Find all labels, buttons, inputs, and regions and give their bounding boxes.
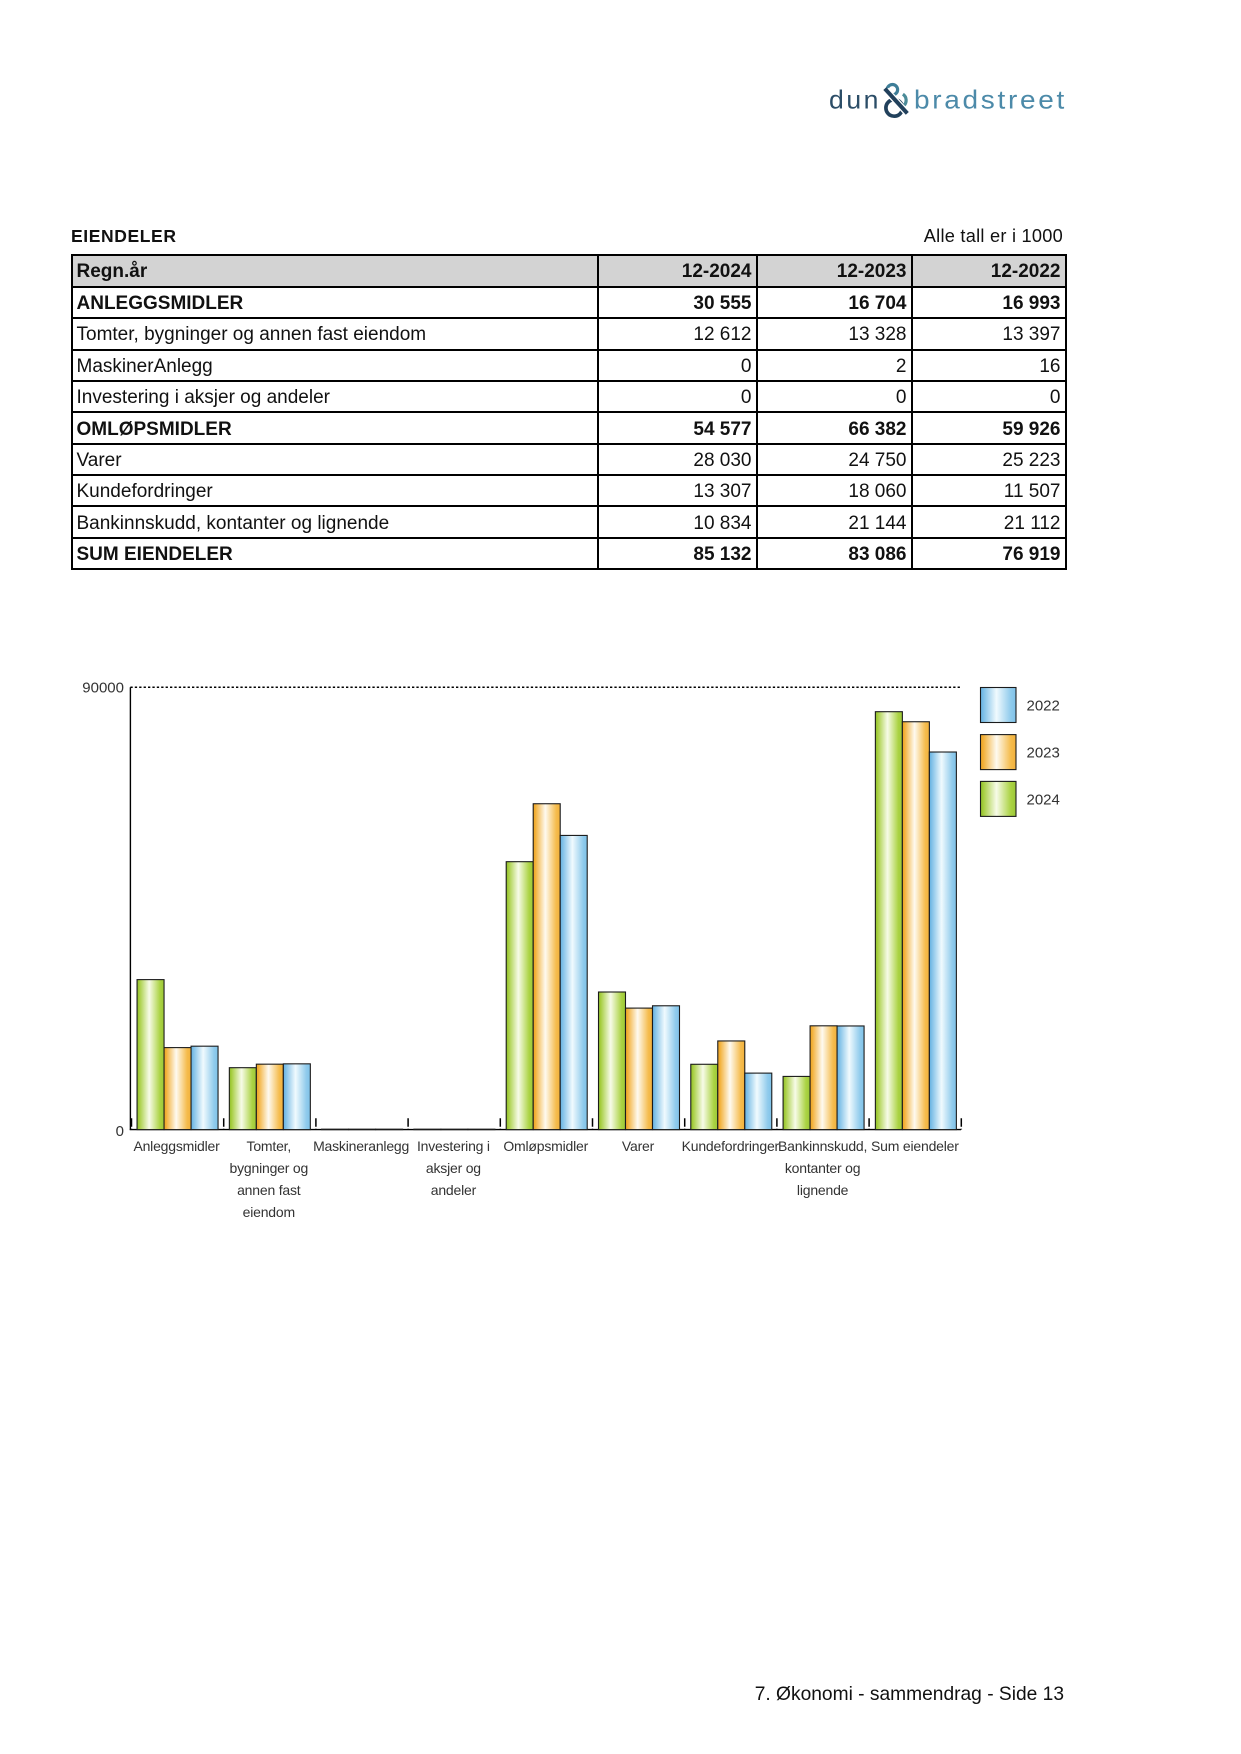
svg-text:Tomter,: Tomter, xyxy=(247,1138,292,1154)
svg-text:Bankinnskudd,: Bankinnskudd, xyxy=(778,1138,867,1154)
svg-text:90000: 90000 xyxy=(82,680,124,697)
svg-text:Sum eiendeler: Sum eiendeler xyxy=(871,1138,959,1154)
svg-text:bradstreet: bradstreet xyxy=(914,85,1067,115)
svg-text:Investering i: Investering i xyxy=(417,1138,490,1154)
svg-text:Kundefordringer: Kundefordringer xyxy=(682,1138,780,1154)
svg-text:0: 0 xyxy=(116,1123,124,1140)
svg-text:dun: dun xyxy=(829,85,881,115)
svg-text:annen fast: annen fast xyxy=(237,1182,301,1198)
svg-text:kontanter og: kontanter og xyxy=(785,1160,860,1176)
svg-text:2022: 2022 xyxy=(1027,698,1060,715)
svg-text:Anleggsmidler: Anleggsmidler xyxy=(133,1138,220,1154)
svg-text:Varer: Varer xyxy=(622,1138,655,1154)
svg-text:andeler: andeler xyxy=(431,1182,477,1198)
svg-text:bygninger og: bygninger og xyxy=(230,1160,309,1176)
svg-text:lignende: lignende xyxy=(797,1182,849,1198)
svg-text:eiendom: eiendom xyxy=(243,1204,295,1220)
svg-text:2023: 2023 xyxy=(1027,745,1060,762)
svg-text:aksjer og: aksjer og xyxy=(426,1160,481,1176)
svg-text:Omløpsmidler: Omløpsmidler xyxy=(503,1138,588,1154)
svg-text:2024: 2024 xyxy=(1027,791,1060,808)
svg-text:Maskineranlegg: Maskineranlegg xyxy=(313,1138,409,1154)
